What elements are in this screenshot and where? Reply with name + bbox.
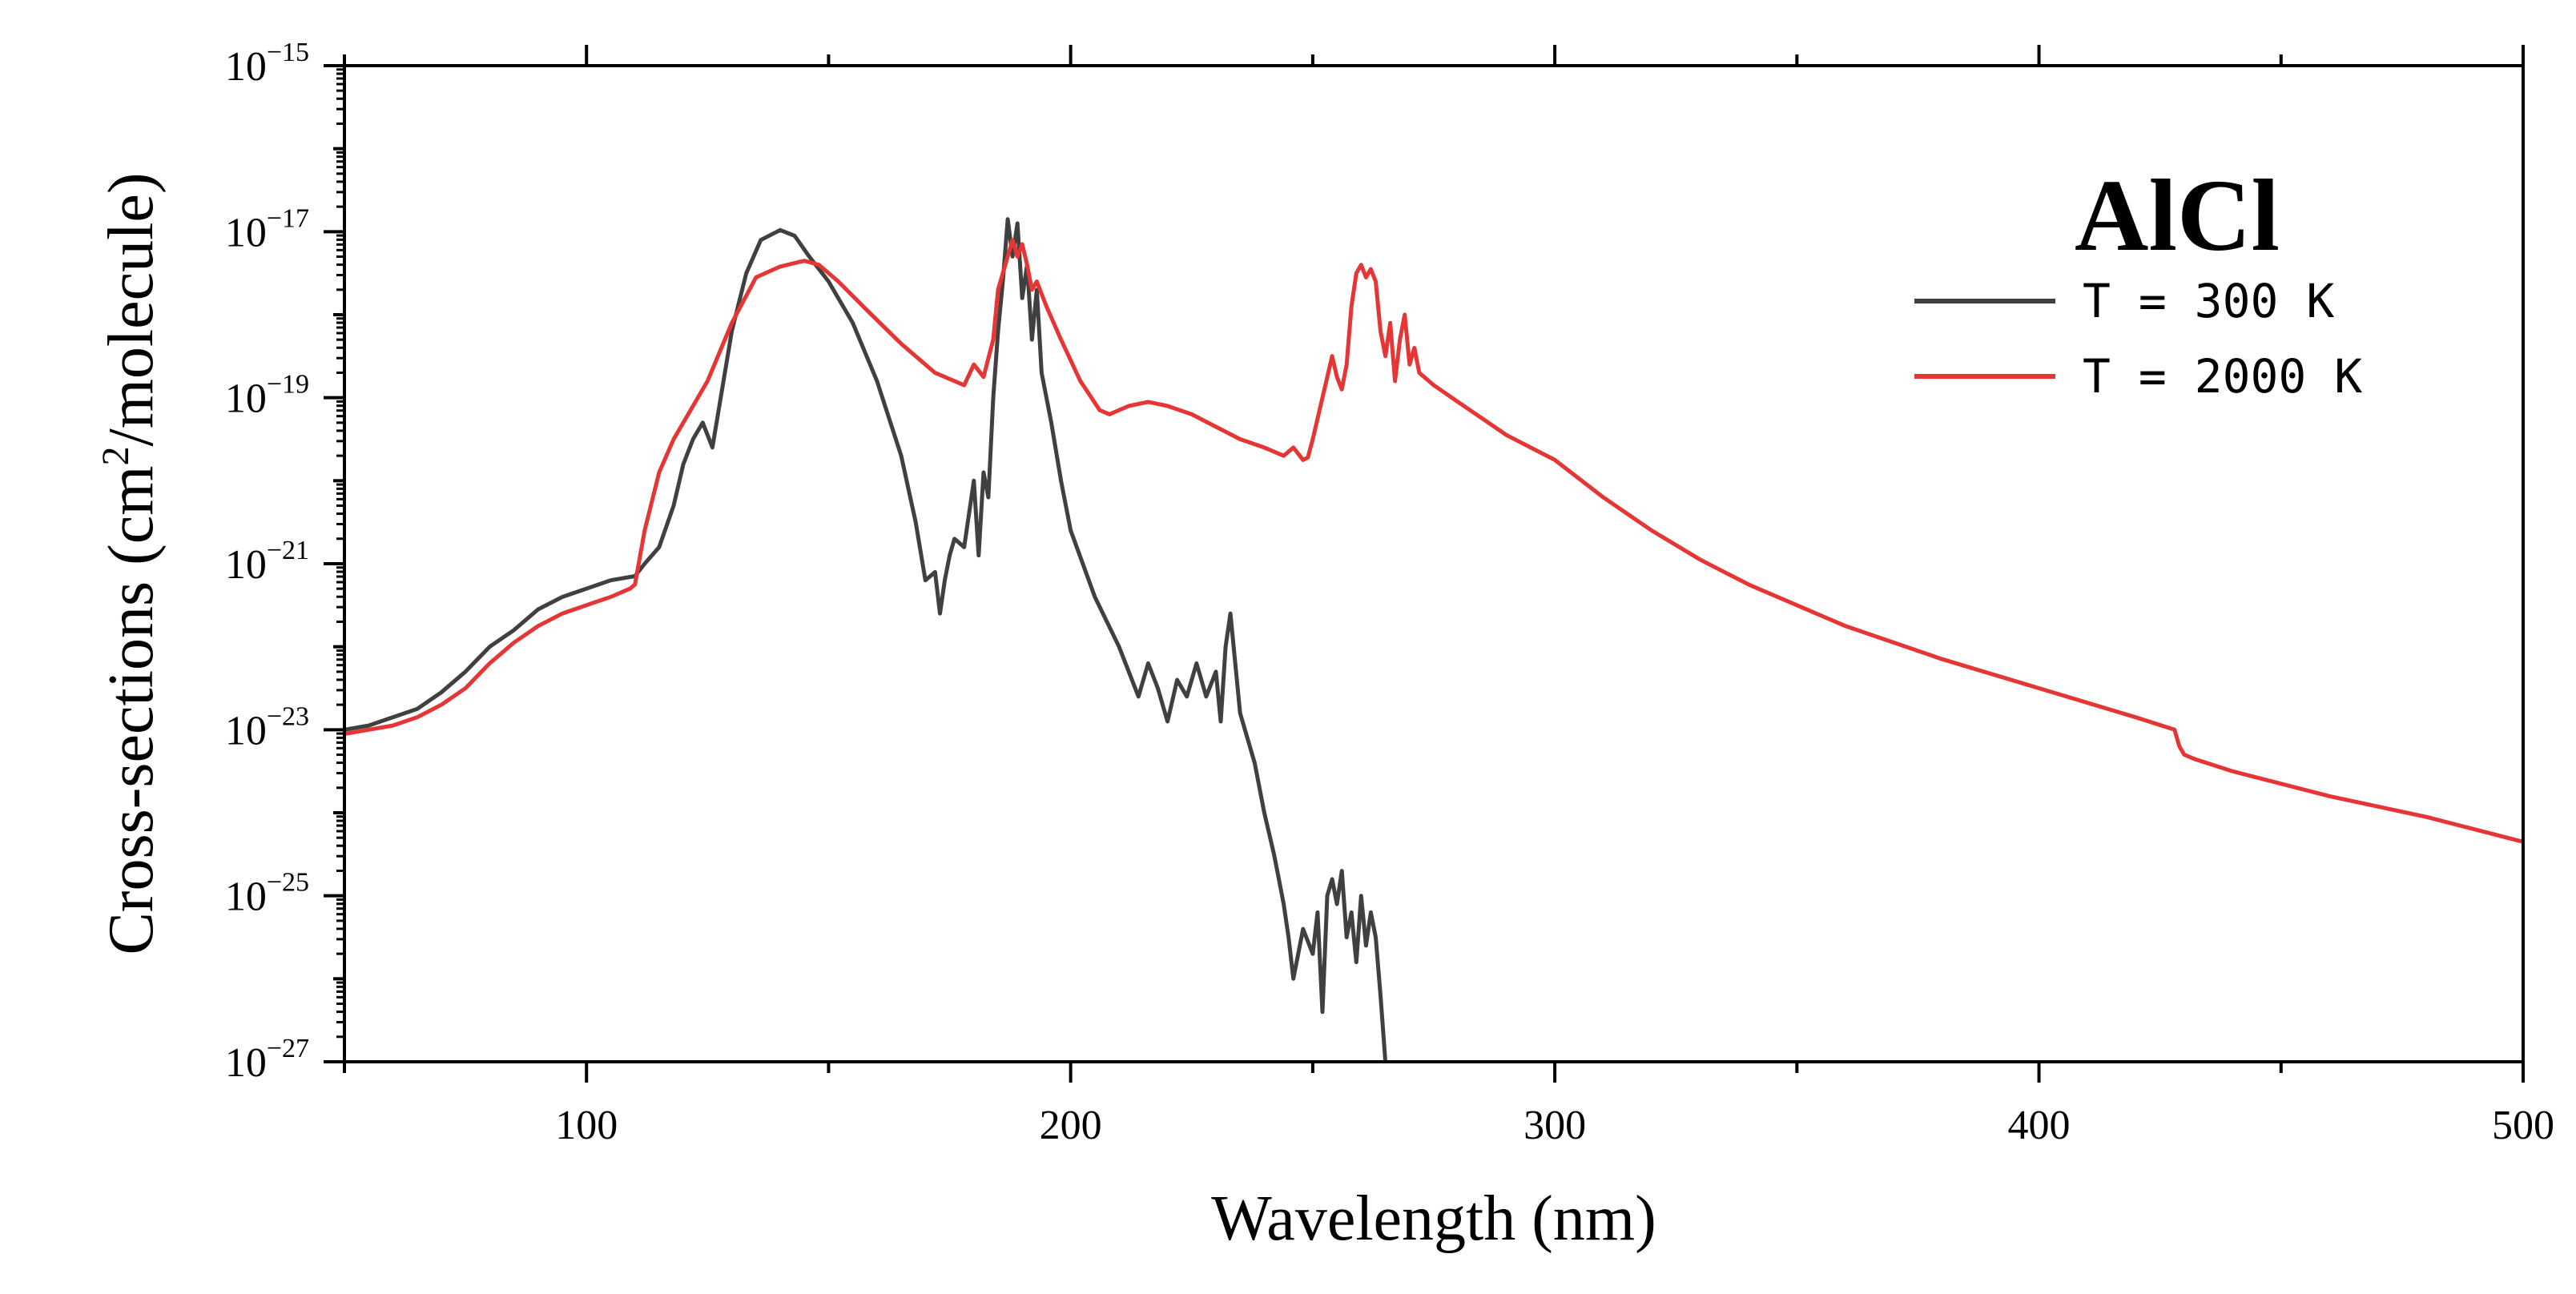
y-tick-exponent: −27 xyxy=(267,1034,309,1063)
series-layer xyxy=(344,217,2524,1063)
y-tick-base: 10 xyxy=(225,44,267,90)
x-tick-label: 200 xyxy=(1040,1103,1102,1148)
y-axis-title-sup: 2 xyxy=(95,447,137,466)
ticks-layer xyxy=(324,45,2525,1083)
x-tick-label: 500 xyxy=(2492,1103,2554,1148)
y-tick-base: 10 xyxy=(225,708,267,753)
y-tick-base: 10 xyxy=(225,376,267,422)
x-tick-label: 300 xyxy=(1523,1103,1586,1148)
y-tick-base: 10 xyxy=(225,210,267,255)
y-tick-exponent: −25 xyxy=(267,868,309,898)
x-axis-title: Wavelength (nm) xyxy=(1211,1183,1656,1254)
series-line-2000k xyxy=(344,238,2524,844)
y-tick-base: 10 xyxy=(225,1040,267,1086)
legend-label-2000k: T = 2000 K xyxy=(2083,349,2362,404)
x-tick-label: 400 xyxy=(2008,1103,2071,1148)
y-tick-exponent: −21 xyxy=(267,536,309,565)
y-axis-title: Cross-sections (cm2/molecule) xyxy=(95,172,167,954)
y-tick-base: 10 xyxy=(225,542,267,588)
y-tick-label: 10−15 xyxy=(225,38,309,90)
y-tick-label: 10−25 xyxy=(225,868,309,920)
x-tick-label: 100 xyxy=(555,1103,618,1148)
y-tick-label: 10−27 xyxy=(225,1034,309,1086)
y-tick-exponent: −19 xyxy=(267,370,309,400)
y-tick-exponent: −17 xyxy=(267,203,309,233)
legend-label-300k: T = 300 K xyxy=(2083,274,2334,328)
y-tick-label: 10−17 xyxy=(225,203,309,255)
chart-annotation: AlCl xyxy=(2075,159,2280,272)
legend: T = 300 K T = 2000 K xyxy=(1914,274,2362,404)
y-tick-exponent: −23 xyxy=(267,701,309,731)
series-line-300k xyxy=(344,217,1388,1063)
y-tick-label: 10−23 xyxy=(225,701,309,753)
y-tick-exponent: −15 xyxy=(267,38,309,67)
y-axis-title-pre: Cross-sections (cm xyxy=(96,466,167,955)
y-axis-title-post: /molecule) xyxy=(96,172,167,446)
y-tick-label: 10−19 xyxy=(225,370,309,422)
y-tick-label: 10−21 xyxy=(225,536,309,588)
x-tick-labels: 100 200 300 400 500 xyxy=(555,1103,2554,1148)
y-tick-base: 10 xyxy=(225,874,267,920)
